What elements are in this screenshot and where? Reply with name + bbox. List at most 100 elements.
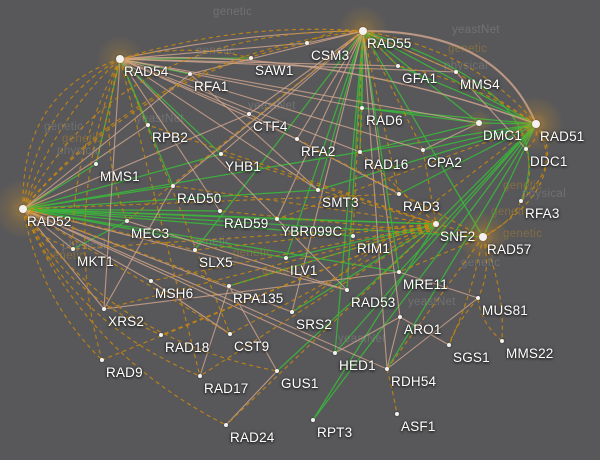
node-label-mms22: MMS22	[506, 346, 554, 361]
node-rad52[interactable]	[18, 204, 28, 214]
node-rad24[interactable]	[223, 422, 229, 428]
node-rpb2[interactable]	[145, 122, 151, 128]
edge-mre11-mus81	[398, 271, 479, 299]
node-slx5[interactable]	[192, 247, 198, 253]
node-rad16[interactable]	[357, 149, 363, 155]
node-label-slx5: SLX5	[199, 255, 233, 270]
edge-smt3-rad57	[317, 189, 484, 238]
node-yhb1[interactable]	[218, 151, 224, 157]
node-cpa2[interactable]	[420, 147, 426, 153]
node-hed1[interactable]	[332, 350, 338, 356]
node-rad9[interactable]	[99, 357, 105, 363]
edge-rad54-rad16	[119, 58, 361, 153]
edge-rad54-rad17	[119, 58, 201, 377]
node-label-rfa2: RFA2	[301, 144, 336, 159]
node-ddc1[interactable]	[523, 146, 529, 152]
node-mms1[interactable]	[93, 161, 99, 167]
node-asf1[interactable]	[394, 411, 400, 417]
node-label-rad57: RAD57	[487, 242, 532, 257]
node-rfa2[interactable]	[294, 136, 300, 142]
node-label-csm3: CSM3	[311, 48, 350, 63]
node-gfa1[interactable]	[395, 63, 401, 69]
edge-sgs1-aro1	[399, 316, 450, 346]
node-rad54[interactable]	[115, 54, 125, 64]
edge-rad55-mec3	[126, 30, 364, 222]
edge-rpt3-snf2	[312, 223, 437, 421]
edge-snf2-rpb2	[147, 124, 437, 225]
node-xrs2[interactable]	[101, 306, 107, 312]
edge-rad55-yhb1	[220, 30, 364, 155]
edge-rad52-rad53	[22, 208, 348, 291]
node-mkt1[interactable]	[70, 246, 76, 252]
node-smt3[interactable]	[315, 187, 321, 193]
node-rad6[interactable]	[359, 105, 365, 111]
edge-srs2-snf2	[291, 223, 437, 313]
node-label-rpa135: RPA135	[233, 291, 284, 306]
node-label-mkt1: MKT1	[77, 254, 114, 269]
node-label-cpa2: CPA2	[427, 155, 463, 170]
edge-rad54-saw1	[119, 49, 252, 60]
node-label-asf1: ASF1	[401, 419, 436, 434]
node-label-rad50: RAD50	[177, 191, 222, 206]
node-label-mec3: MEC3	[131, 226, 170, 241]
edge-snf2-msh6	[150, 223, 437, 282]
edge-snf2-ybr099c	[276, 218, 437, 225]
node-rad57[interactable]	[478, 232, 488, 242]
node-msh6[interactable]	[148, 278, 154, 284]
node-label-rpb2: RPB2	[152, 130, 189, 145]
node-snf2[interactable]	[432, 220, 440, 228]
edge-rad51-rpt3	[312, 123, 537, 421]
node-rad53[interactable]	[344, 287, 350, 293]
node-label-ddc1: DDC1	[530, 154, 568, 169]
node-saw1[interactable]	[248, 55, 254, 61]
node-mms22[interactable]	[499, 338, 505, 344]
node-rad59[interactable]	[217, 208, 223, 214]
node-csm3[interactable]	[304, 40, 310, 46]
node-dmc1[interactable]	[475, 119, 483, 127]
node-ybr099c[interactable]	[274, 216, 280, 222]
edge-rdh54-mus81	[386, 297, 479, 370]
node-rad55[interactable]	[358, 26, 368, 36]
node-rfa1[interactable]	[187, 71, 193, 77]
node-label-gfa1: GFA1	[402, 71, 438, 86]
node-rad3[interactable]	[396, 191, 402, 197]
node-mus81[interactable]	[475, 295, 481, 301]
node-rpt3[interactable]	[310, 417, 316, 423]
node-rad17[interactable]	[197, 373, 203, 379]
node-label-mms4: MMS4	[460, 77, 500, 92]
node-mec3[interactable]	[124, 218, 130, 224]
node-rad51[interactable]	[531, 119, 541, 129]
edge-rad50-xrs2	[103, 185, 174, 310]
node-gus1[interactable]	[274, 368, 280, 374]
node-rad50[interactable]	[170, 183, 176, 189]
edge-rad54-smt3	[119, 58, 319, 191]
edge-rad51-rad55	[362, 30, 537, 125]
node-cst9[interactable]	[227, 331, 233, 337]
node-mre11[interactable]	[396, 269, 402, 275]
node-ilv1[interactable]	[283, 255, 289, 261]
edge-dmc1-rad6	[361, 107, 480, 124]
edge-rad54-dmc1	[119, 58, 480, 124]
node-rim1[interactable]	[350, 233, 356, 239]
edge-rad54-ybr099c	[119, 58, 278, 220]
node-label-mms1: MMS1	[100, 169, 140, 184]
node-rad18[interactable]	[158, 332, 164, 338]
edge-rad55-rad53	[346, 30, 364, 291]
edge-rad52-slx5	[22, 208, 196, 251]
node-srs2[interactable]	[289, 309, 295, 315]
node-mms4[interactable]	[453, 69, 459, 75]
node-label-ctf4: CTF4	[253, 119, 288, 134]
edge-dmc1-rad16	[359, 122, 480, 153]
node-rfa3[interactable]	[518, 198, 524, 204]
node-rdh54[interactable]	[384, 366, 390, 372]
edge-snf2-rad9	[101, 223, 437, 361]
node-aro1[interactable]	[397, 314, 403, 320]
node-ctf4[interactable]	[246, 111, 252, 117]
node-label-snf2: SNF2	[440, 229, 476, 244]
edge-snf2-rad17	[199, 223, 437, 377]
node-sgs1[interactable]	[446, 342, 452, 348]
edge-rad52-rdh54	[22, 208, 388, 370]
node-rpa135[interactable]	[226, 283, 232, 289]
edge-snf2-xrs2	[103, 223, 437, 310]
